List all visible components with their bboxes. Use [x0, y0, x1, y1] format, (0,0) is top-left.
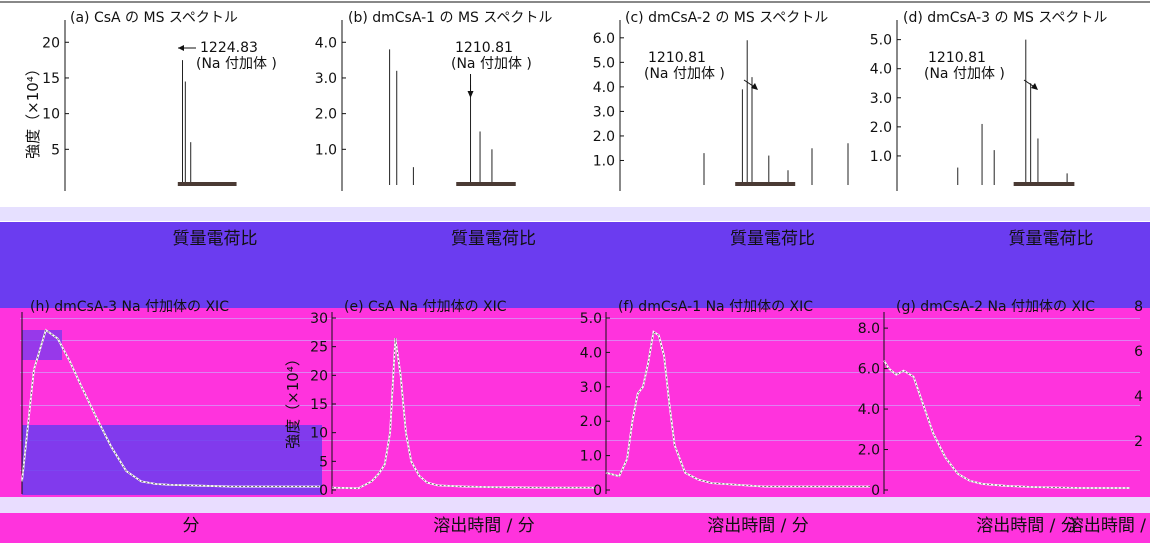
baseline-block	[178, 182, 237, 186]
y-tick-label: 3.0	[593, 104, 615, 120]
y-tick-label: 3.0	[315, 71, 337, 87]
y-tick-label: 4.0	[580, 345, 602, 361]
peak-label: 1210.81	[455, 40, 513, 56]
bg-stripe	[20, 405, 1140, 406]
y-tick-label: 15	[42, 71, 60, 87]
peak-label-note: (Na 付加体 )	[924, 66, 1005, 82]
y-axis-label: 強度（×10⁴）	[24, 61, 42, 159]
peak-label-note: (Na 付加体 )	[196, 56, 277, 72]
bg-stripe	[20, 340, 1140, 341]
y-tick-label: 20	[310, 368, 328, 384]
y-tick-label: 1.0	[870, 149, 892, 165]
bottom-axis-strip	[0, 497, 1150, 513]
y-tick-label: 1.0	[593, 153, 615, 169]
peak-label-note: (Na 付加体 )	[451, 56, 532, 72]
baseline-block	[735, 182, 795, 186]
y-tick-label: 2.0	[858, 443, 880, 459]
y-tick-label: 0	[593, 483, 602, 499]
y-tick-label: 4.0	[315, 35, 337, 51]
x-axis-label: 溶出時間 / 分	[707, 516, 809, 536]
peak-label: 1224.83	[200, 40, 258, 56]
right-tick-label: 4	[1134, 389, 1143, 405]
y-tick-label: 30	[310, 311, 328, 327]
x-axis-label: 分	[183, 516, 200, 536]
peak-label: 1210.81	[928, 50, 986, 66]
right-tick-label: 2	[1134, 434, 1143, 450]
y-tick-label: 15	[310, 397, 328, 413]
y-tick-label: 2.0	[315, 107, 337, 123]
right-x-axis-label: 溶出時間 /	[1067, 516, 1146, 536]
y-tick-label: 2.0	[580, 414, 602, 430]
panel-title: (a) CsA の MS スペクトル	[70, 10, 238, 26]
y-tick-label: 3.0	[580, 380, 602, 396]
y-tick-label: 20	[42, 35, 60, 51]
panel-title: (d) dmCsA-3 の MS スペクトル	[903, 10, 1107, 26]
right-tick-label: 6	[1134, 344, 1143, 360]
y-tick-label: 6.0	[858, 362, 880, 378]
panel-title: (g) dmCsA-2 Na 付加体の XIC	[896, 299, 1095, 315]
y-tick-label: 2.0	[870, 120, 892, 136]
y-tick-label: 1.0	[580, 449, 602, 465]
y-tick-label: 1.0	[315, 142, 337, 158]
y-tick-label: 4.0	[593, 80, 615, 96]
y-tick-label: 10	[42, 107, 60, 123]
x-axis-label: 質量電荷比	[1009, 229, 1094, 249]
top-axis-strip	[0, 207, 1150, 221]
y-tick-label: 5	[51, 142, 60, 158]
y-axis-label: 強度（×10⁴）	[284, 351, 302, 449]
panel-title: (f) dmCsA-1 Na 付加体の XIC	[618, 299, 813, 315]
x-axis-label: 溶出時間 / 分	[976, 516, 1078, 536]
x-axis-label: 質量電荷比	[451, 229, 536, 249]
y-tick-label: 6.0	[593, 31, 615, 47]
y-tick-label: 0	[319, 483, 328, 499]
y-tick-label: 5.0	[870, 33, 892, 49]
peak-label-note: (Na 付加体 )	[644, 66, 725, 82]
y-tick-label: 5.0	[580, 311, 602, 327]
y-tick-label: 3.0	[870, 91, 892, 107]
panel-title: (b) dmCsA-1 の MS スペクトル	[348, 10, 552, 26]
panel-title: (e) CsA Na 付加体の XIC	[344, 299, 507, 315]
baseline-block	[1014, 182, 1075, 186]
y-tick-label: 5.0	[593, 55, 615, 71]
bg-stripe	[20, 372, 1140, 373]
y-tick-label: 5	[319, 454, 328, 470]
y-tick-label: 2.0	[593, 129, 615, 145]
panel-title: (h) dmCsA-3 Na 付加体の XIC	[30, 299, 229, 315]
panel-title: (c) dmCsA-2 の MS スペクトル	[625, 10, 828, 26]
x-axis-label: 質量電荷比	[730, 229, 815, 249]
y-tick-label: 0	[871, 483, 880, 499]
y-tick-label: 8.0	[858, 321, 880, 337]
y-tick-label: 4.0	[870, 62, 892, 78]
y-tick-label: 4.0	[858, 402, 880, 418]
y-tick-label: 10	[310, 426, 328, 442]
x-axis-label: 溶出時間 / 分	[433, 516, 535, 536]
right-tick-label: 8	[1134, 299, 1143, 315]
y-tick-label: 25	[310, 340, 328, 356]
x-axis-label: 質量電荷比	[173, 229, 258, 249]
baseline-block	[456, 182, 516, 186]
peak-label: 1210.81	[648, 50, 706, 66]
